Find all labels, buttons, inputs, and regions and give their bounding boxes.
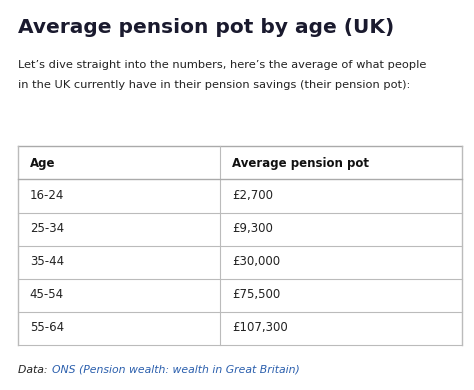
Text: 55-64: 55-64 [30, 321, 64, 334]
Text: Age: Age [30, 157, 55, 170]
Text: 16-24: 16-24 [30, 189, 64, 202]
Text: £9,300: £9,300 [232, 222, 273, 235]
Text: £30,000: £30,000 [232, 255, 281, 268]
Text: ONS (Pension wealth: wealth in Great Britain): ONS (Pension wealth: wealth in Great Bri… [52, 365, 300, 375]
Text: £107,300: £107,300 [232, 321, 288, 334]
Text: Average pension pot: Average pension pot [232, 157, 369, 170]
Text: 35-44: 35-44 [30, 255, 64, 268]
Text: Let’s dive straight into the numbers, here’s the average of what people: Let’s dive straight into the numbers, he… [18, 60, 427, 71]
Text: 25-34: 25-34 [30, 222, 64, 235]
Text: Data:: Data: [18, 365, 51, 375]
Text: 45-54: 45-54 [30, 288, 64, 301]
Text: £2,700: £2,700 [232, 189, 273, 202]
Text: £75,500: £75,500 [232, 288, 281, 301]
Text: Average pension pot by age (UK): Average pension pot by age (UK) [18, 18, 394, 37]
Text: in the UK currently have in their pension savings (their pension pot):: in the UK currently have in their pensio… [18, 80, 410, 90]
